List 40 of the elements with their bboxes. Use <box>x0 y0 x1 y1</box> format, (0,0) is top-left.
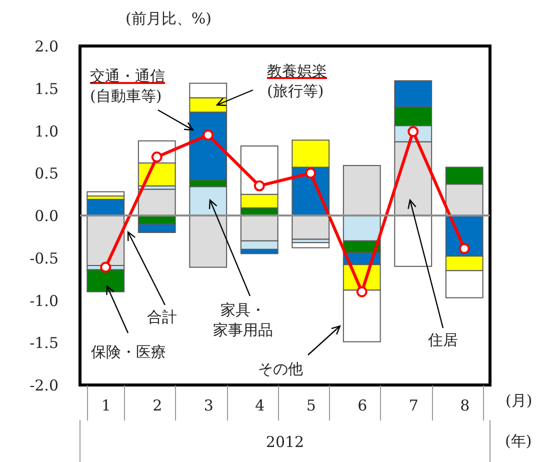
y-tick-label: 1.0 <box>34 122 58 140</box>
series-label: 交通・通信(自動車等) <box>90 66 165 106</box>
text: 教養娯楽(旅行等) <box>267 61 327 101</box>
bar <box>292 242 330 248</box>
y-tick-label: -0.5 <box>30 249 58 268</box>
x-tick-label: 4 <box>255 396 265 414</box>
point <box>254 180 265 192</box>
bar <box>342 165 381 216</box>
x-tick-label: 3 <box>204 396 214 414</box>
text: 家具・家事用品 <box>213 300 273 340</box>
y-tick-label: -2.0 <box>30 376 58 394</box>
x-tick-label: 6 <box>358 396 368 414</box>
y-tick-label: 2.0 <box>34 38 58 56</box>
point <box>305 168 316 179</box>
point <box>356 286 368 298</box>
bar <box>189 215 228 268</box>
bar <box>86 191 125 197</box>
y-tick-label: -1.5 <box>30 334 58 352</box>
y-tick-label: 0.0 <box>34 207 58 225</box>
x-tick-label: 2 <box>152 396 162 414</box>
y-axis-title: (前月比、%) <box>126 10 212 28</box>
text: 2012 <box>266 432 304 452</box>
y-tick-label: -1.0 <box>30 292 58 310</box>
point <box>202 130 214 140</box>
point <box>458 243 470 254</box>
x-tick-label: 5 <box>306 396 316 414</box>
text: その他 <box>258 359 303 379</box>
text: (年) <box>505 431 532 451</box>
bar <box>394 215 432 267</box>
x-tick-label: 7 <box>408 396 418 414</box>
x-axis-title: (月) <box>506 392 532 410</box>
point <box>100 262 112 273</box>
x-tick-label: 8 <box>460 396 470 414</box>
x-tick-label: 1 <box>101 396 111 414</box>
bar <box>86 269 125 292</box>
y-tick-label: 1.5 <box>34 80 58 98</box>
y-tick-label: 0.5 <box>34 164 58 183</box>
text: 住居 <box>428 330 458 350</box>
text: 保険・医療 <box>91 342 166 362</box>
text: 合計 <box>147 307 177 327</box>
